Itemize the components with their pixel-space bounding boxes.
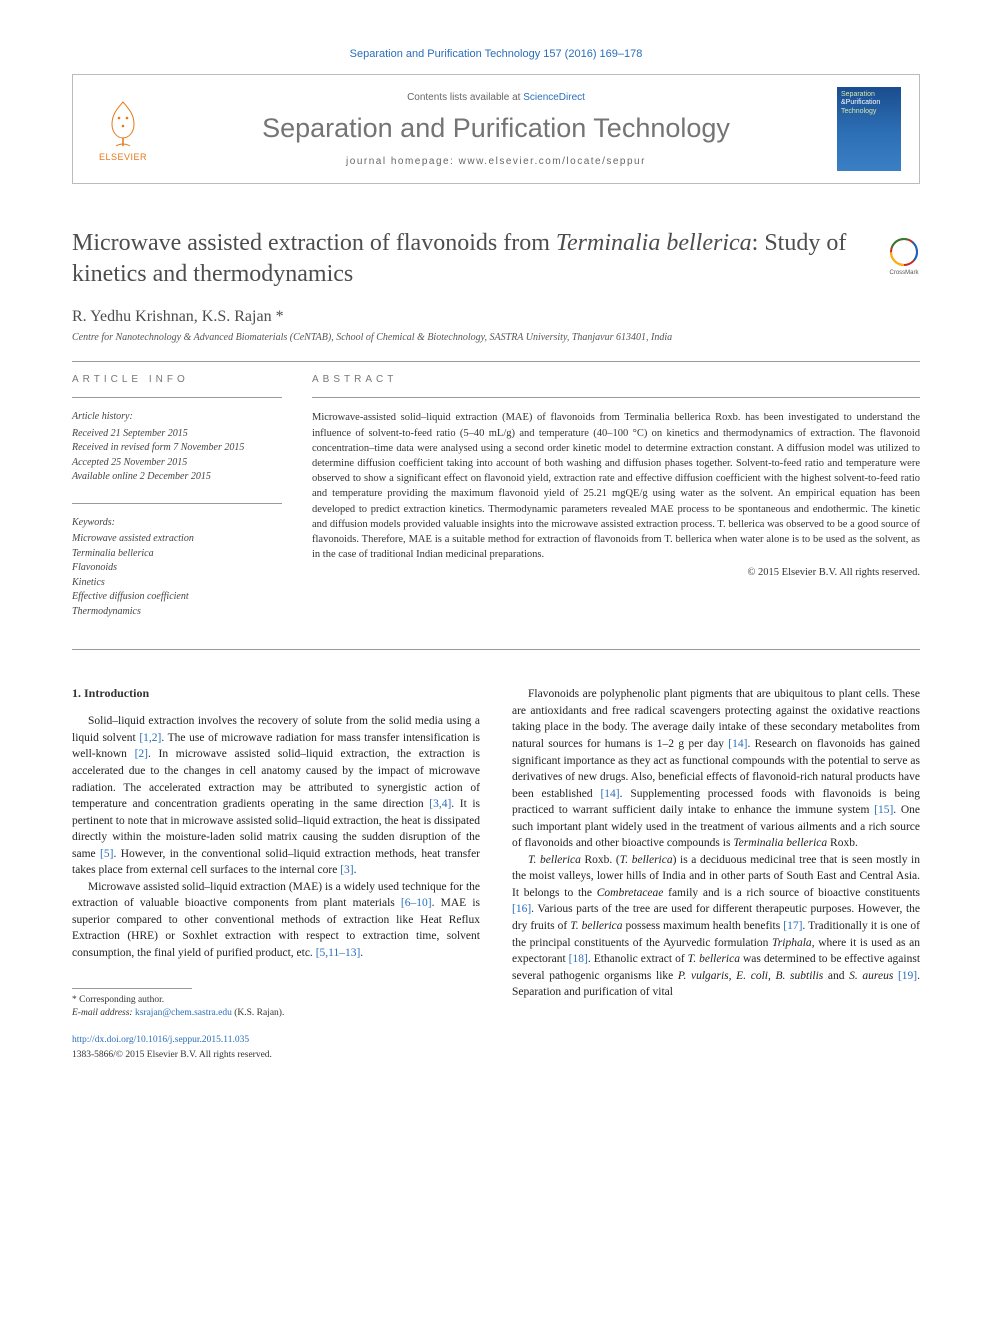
meta-abstract-row: ARTICLE INFO Article history: Received 2…: [72, 374, 920, 619]
keywords-block: Keywords: Microwave assisted extraction …: [72, 516, 282, 620]
journal-homepage: journal homepage: www.elsevier.com/locat…: [165, 156, 827, 167]
body-columns: 1. Introduction Solid–liquid extraction …: [72, 686, 920, 1020]
sciencedirect-link[interactable]: ScienceDirect: [523, 92, 585, 103]
journal-name: Separation and Purification Technology: [165, 113, 827, 144]
ref-14b[interactable]: [14]: [600, 788, 619, 800]
doi-link[interactable]: http://dx.doi.org/10.1016/j.seppur.2015.…: [72, 1035, 249, 1045]
ref-17[interactable]: [17]: [783, 920, 802, 932]
article-info-label: ARTICLE INFO: [72, 374, 282, 385]
page-container: Separation and Purification Technology 1…: [0, 0, 992, 1103]
ref-16[interactable]: [16]: [512, 903, 531, 915]
journal-header: ELSEVIER Contents lists available at Sci…: [72, 74, 920, 184]
email-label: E-mail address:: [72, 1008, 135, 1018]
history-accepted: Accepted 25 November 2015: [72, 457, 187, 468]
col1-p1: Solid–liquid extraction involves the rec…: [72, 713, 480, 878]
abstract-copyright: © 2015 Elsevier B.V. All rights reserved…: [312, 567, 920, 578]
elsevier-label: ELSEVIER: [99, 152, 147, 162]
col2-p1: Flavonoids are polyphenolic plant pigmen…: [512, 686, 920, 851]
crossmark-label: CrossMark: [889, 270, 919, 276]
col1-p2: Microwave assisted solid–liquid extracti…: [72, 879, 480, 962]
contents-prefix: Contents lists available at: [407, 92, 523, 103]
ref-15[interactable]: [15]: [874, 804, 893, 816]
contents-available-line: Contents lists available at ScienceDirec…: [165, 92, 827, 103]
abstract-text: Microwave-assisted solid–liquid extracti…: [312, 410, 920, 562]
title-block: CrossMark Microwave assisted extraction …: [72, 228, 920, 290]
history-received: Received 21 September 2015: [72, 428, 188, 439]
footer-rule: [72, 988, 192, 989]
keywords-divider: [72, 503, 282, 504]
column-right: Flavonoids are polyphenolic plant pigmen…: [512, 686, 920, 1020]
history-revised: Received in revised form 7 November 2015: [72, 442, 244, 453]
cover-word-1: Separation: [841, 91, 875, 98]
ref-2[interactable]: [2]: [135, 748, 148, 760]
email-suffix: (K.S. Rajan).: [232, 1008, 285, 1018]
elsevier-logo: ELSEVIER: [91, 93, 155, 165]
keywords-header: Keywords:: [72, 516, 282, 531]
article-title: Microwave assisted extraction of flavono…: [72, 228, 920, 290]
ref-5[interactable]: [5]: [100, 848, 113, 860]
intro-heading: 1. Introduction: [72, 686, 480, 701]
history-online: Available online 2 December 2015: [72, 471, 211, 482]
email-line: E-mail address: ksrajan@chem.sastra.edu …: [72, 1007, 480, 1020]
divider-body: [72, 649, 920, 650]
ref-5-11-13[interactable]: [5,11–13]: [316, 947, 361, 959]
ref-18[interactable]: [18]: [569, 953, 588, 965]
column-left: 1. Introduction Solid–liquid extraction …: [72, 686, 480, 1020]
ref-3-4[interactable]: [3,4]: [429, 798, 451, 810]
abstract-label: ABSTRACT: [312, 374, 920, 385]
issn-line: 1383-5866/© 2015 Elsevier B.V. All right…: [72, 1049, 920, 1062]
keyword-2: Flavonoids: [72, 562, 117, 573]
elsevier-tree-icon: [98, 96, 148, 150]
email-link[interactable]: ksrajan@chem.sastra.edu: [135, 1008, 232, 1018]
keyword-4: Effective diffusion coefficient: [72, 591, 189, 602]
keyword-3: Kinetics: [72, 577, 105, 588]
citation-line: Separation and Purification Technology 1…: [72, 48, 920, 60]
ref-3[interactable]: [3]: [340, 864, 353, 876]
header-center: Contents lists available at ScienceDirec…: [155, 92, 837, 167]
col2-p2: T. bellerica Roxb. (T. bellerica) is a d…: [512, 852, 920, 1001]
keyword-1: Terminalia bellerica: [72, 548, 154, 559]
corresponding-author: * Corresponding author.: [72, 994, 480, 1007]
affiliation-line: Centre for Nanotechnology & Advanced Bio…: [72, 332, 920, 343]
divider-top: [72, 361, 920, 362]
journal-cover-thumb: Separation &Purification Technology: [837, 87, 901, 171]
bottom-footer: http://dx.doi.org/10.1016/j.seppur.2015.…: [72, 1034, 920, 1063]
title-part-a: Microwave assisted extraction of flavono…: [72, 230, 556, 256]
history-header: Article history:: [72, 410, 282, 425]
abstract-divider: [312, 397, 920, 398]
info-divider: [72, 397, 282, 398]
cover-word-3: Technology: [841, 108, 876, 115]
ref-19[interactable]: [19]: [898, 970, 917, 982]
footer-block: * Corresponding author. E-mail address: …: [72, 988, 480, 1021]
keyword-0: Microwave assisted extraction: [72, 533, 194, 544]
doi-line: http://dx.doi.org/10.1016/j.seppur.2015.…: [72, 1034, 920, 1047]
ref-1-2[interactable]: [1,2]: [139, 732, 161, 744]
author-line: R. Yedhu Krishnan, K.S. Rajan *: [72, 308, 920, 326]
article-history: Article history: Received 21 September 2…: [72, 410, 282, 485]
title-italic: Terminalia bellerica: [556, 230, 752, 256]
article-info-col: ARTICLE INFO Article history: Received 2…: [72, 374, 282, 619]
ref-14a[interactable]: [14]: [728, 738, 747, 750]
ref-6-10[interactable]: [6–10]: [401, 897, 432, 909]
abstract-col: ABSTRACT Microwave-assisted solid–liquid…: [312, 374, 920, 619]
cover-word-2: &Purification: [841, 99, 880, 106]
keyword-5: Thermodynamics: [72, 606, 141, 617]
crossmark-icon[interactable]: CrossMark: [882, 234, 926, 278]
